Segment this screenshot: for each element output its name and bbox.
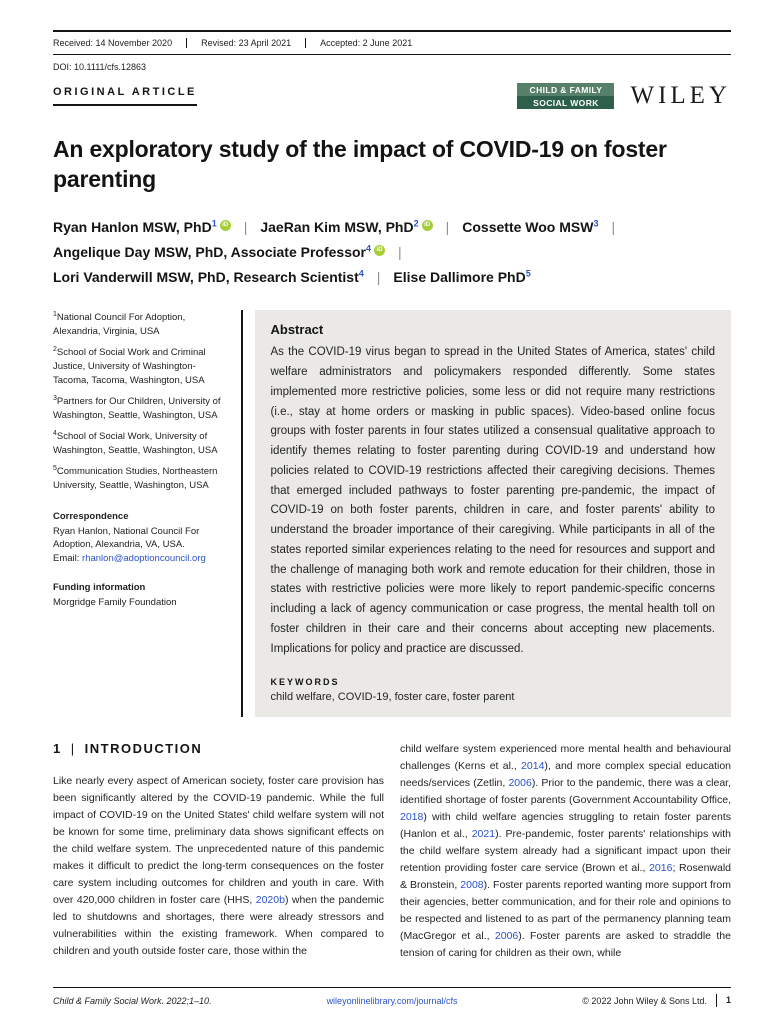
author-name: Ryan Hanlon MSW, PhD1 iD	[53, 219, 231, 235]
affiliation-item: 5Communication Studies, Northeastern Uni…	[53, 465, 218, 491]
affiliation-superscript: 4	[366, 243, 372, 254]
abstract-section: Abstract As the COVID-19 virus began to …	[254, 310, 731, 717]
journal-logo: CHILD & FAMILY SOCIAL WORK	[517, 83, 615, 109]
author-name: Angelique Day MSW, PhD, Associate Profes…	[53, 243, 386, 260]
sidebar-divider	[241, 310, 243, 717]
journal-badge-line2: SOCIAL WORK	[517, 96, 615, 109]
affiliation-superscript: 2	[413, 218, 419, 229]
author-separator: |	[611, 218, 616, 235]
affiliation-item: 1National Council For Adoption, Alexandr…	[53, 311, 186, 337]
received-date: Received: 14 November 2020	[53, 38, 188, 48]
section-separator: |	[70, 740, 76, 756]
body-paragraph: child welfare system experienced more me…	[400, 742, 732, 959]
correspondence-email-row: Email: rhanlon@adoptioncouncil.org	[53, 552, 228, 565]
footer-copyright: © 2022 John Wiley & Sons Ltd.	[582, 995, 707, 1006]
citation-link[interactable]: 2021	[471, 827, 496, 840]
top-rule	[53, 30, 731, 32]
email-label: Email:	[53, 552, 83, 564]
submission-dates: Received: 14 November 2020 Revised: 23 A…	[53, 32, 731, 54]
author-separator: |	[243, 218, 248, 235]
keywords-list: child welfare, COVID-19, foster care, fo…	[270, 690, 515, 703]
funding-text: Morgridge Family Foundation	[53, 596, 177, 608]
affiliation-item: 2School of Social Work and Criminal Just…	[53, 346, 206, 386]
citation-link[interactable]: 2006	[508, 776, 532, 789]
keywords-heading: KEYWORDS	[270, 676, 340, 687]
citation-link[interactable]: 2006	[494, 929, 519, 942]
correspondence-text: Ryan Hanlon, National Council For Adopti…	[53, 525, 200, 551]
author-list: Ryan Hanlon MSW, PhD1 iD | JaeRan Kim MSW, …	[53, 215, 713, 291]
article-type-label: ORIGINAL ARTICLE	[53, 86, 197, 106]
affiliation-superscript: 5	[525, 268, 531, 279]
affiliation-superscript: 4	[358, 268, 364, 279]
author-name: JaeRan Kim MSW, PhD2 iD	[260, 218, 433, 235]
body-column-left: 1 | INTRODUCTION Like nearly every aspect …	[53, 741, 384, 962]
funding-heading: Funding information	[53, 582, 146, 594]
affiliation-item: 4School of Social Work, University of Wa…	[53, 430, 218, 456]
citation-link[interactable]: 2014	[521, 759, 545, 772]
author-separator: |	[376, 269, 381, 286]
footer-journal-link[interactable]: wileyonlinelibrary.com/journal/cfs	[326, 995, 458, 1006]
author-separator: |	[398, 243, 402, 260]
author-name: Cossette Woo MSW3	[462, 218, 599, 235]
citation-link[interactable]: 2018	[400, 810, 424, 823]
affiliation-superscript: 3	[593, 218, 599, 229]
journal-branding: CHILD & FAMILY SOCIAL WORK WILEY	[517, 82, 731, 110]
divider-rule	[53, 54, 731, 55]
citation-link[interactable]: 2008	[460, 878, 484, 891]
article-header: Received: 14 November 2020 Revised: 23 A…	[53, 30, 731, 110]
page-number: 1	[716, 994, 731, 1007]
footer-citation: Child & Family Social Work. 2022;1–10.	[53, 995, 212, 1006]
affiliation-item: 3Partners for Our Children, University o…	[53, 395, 221, 421]
section-heading-introduction: 1 | INTRODUCTION	[53, 740, 203, 756]
page-footer: Child & Family Social Work. 2022;1–10. w…	[53, 987, 731, 1007]
affiliations: 1National Council For Adoption, Alexandr…	[53, 310, 228, 492]
orcid-icon[interactable]: iD	[421, 220, 433, 232]
article-body: 1 | INTRODUCTION Like nearly every aspect …	[53, 741, 731, 962]
correspondence-heading: Correspondence	[53, 511, 129, 523]
body-column-right: child welfare system experienced more me…	[400, 741, 731, 962]
orcid-icon[interactable]: iD	[219, 220, 231, 232]
accepted-date: Accepted: 2 June 2021	[320, 38, 413, 48]
orcid-icon[interactable]: iD	[374, 245, 386, 257]
doi: DOI: 10.1111/cfs.12863	[53, 62, 147, 72]
email-link[interactable]: rhanlon@adoptioncouncil.org	[82, 552, 206, 564]
affiliation-superscript: 1	[211, 218, 217, 229]
article-title: An exploratory study of the impact of CO…	[53, 136, 667, 193]
footer-rule	[53, 987, 731, 989]
citation-link[interactable]: 2020b	[255, 893, 285, 906]
abstract-text: As the COVID-19 virus began to spread in…	[270, 346, 716, 655]
author-separator: |	[445, 218, 450, 235]
journal-badge-line1: CHILD & FAMILY	[517, 83, 615, 96]
body-paragraph: Like nearly every aspect of American soc…	[53, 774, 385, 957]
revised-date: Revised: 23 April 2021	[187, 38, 307, 48]
author-name: Elise Dallimore PhD5	[393, 268, 531, 286]
wiley-logo: WILEY	[630, 82, 731, 109]
citation-link[interactable]: 2016	[649, 861, 673, 874]
abstract-heading: Abstract	[270, 322, 324, 338]
article-info-sidebar: 1National Council For Adoption, Alexandr…	[53, 310, 241, 716]
author-name: Lori Vanderwill MSW, PhD, Research Scien…	[53, 268, 364, 286]
